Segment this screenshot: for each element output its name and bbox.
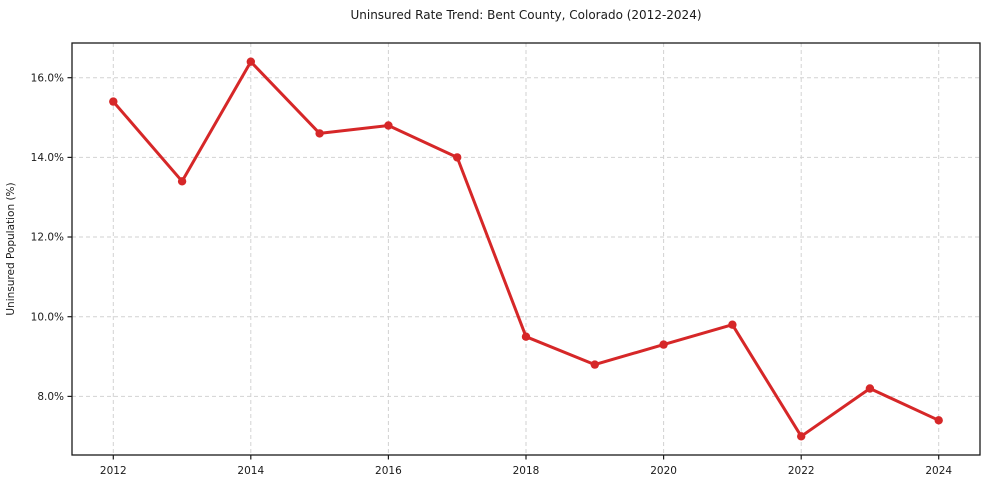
data-point [934,416,943,425]
data-point [728,320,737,329]
y-tick-label: 8.0% [37,391,64,403]
data-point [246,57,255,66]
x-tick-label: 2024 [925,465,952,477]
chart-title: Uninsured Rate Trend: Bent County, Color… [350,8,702,22]
y-tick-label: 12.0% [31,232,64,244]
y-tick-label: 10.0% [31,311,64,323]
data-point [659,340,668,349]
y-axis-title: Uninsured Population (%) [5,182,17,316]
x-tick-label: 2012 [100,465,127,477]
x-tick-label: 2016 [375,465,402,477]
data-point [453,153,462,162]
data-point [797,432,806,441]
data-point [177,177,187,186]
x-tick-label: 2020 [650,465,677,477]
data-point [521,332,531,341]
x-tick-label: 2014 [237,465,264,477]
data-point [315,129,324,138]
y-tick-label: 14.0% [31,152,64,164]
x-tick-label: 2018 [513,465,540,477]
x-tick-label: 2022 [788,465,815,477]
data-point [865,384,875,393]
data-point [384,121,393,130]
y-tick-label: 16.0% [31,72,64,84]
data-point [590,360,599,369]
data-point [109,97,118,106]
